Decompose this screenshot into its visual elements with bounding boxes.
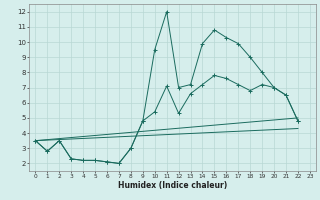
X-axis label: Humidex (Indice chaleur): Humidex (Indice chaleur) <box>118 181 227 190</box>
